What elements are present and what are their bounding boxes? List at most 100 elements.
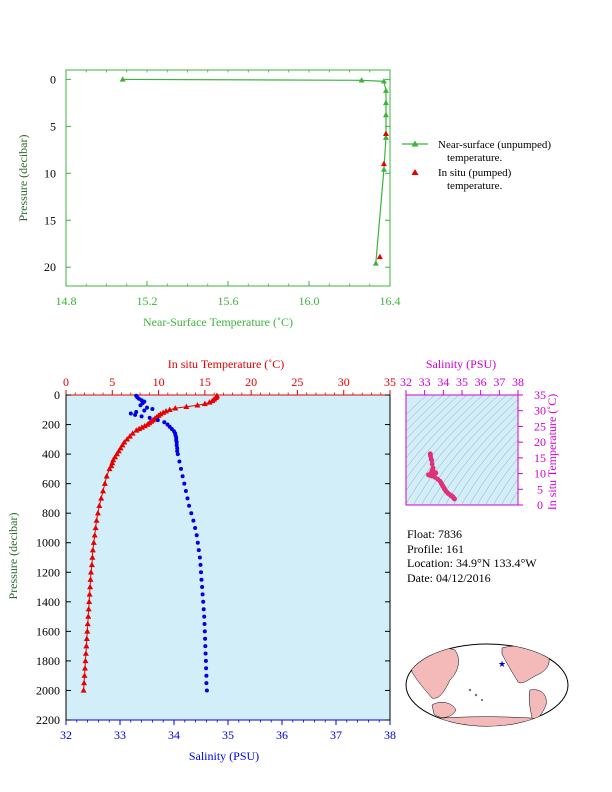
profile-salinity-point (196, 548, 201, 553)
near-surface-x-tick-label: 14.8 (56, 294, 77, 308)
ts-temperature-tick-label: 30 (534, 404, 546, 418)
profile-salinity-point (199, 577, 204, 582)
profile-temperature-tick-label: 30 (338, 375, 350, 389)
near-surface-y-ticks: 0 5 10 15 20 (44, 72, 390, 274)
ts-salinity-tick-label: 38 (512, 375, 524, 389)
legend-near-surface-line1: Near-surface (unpumped) (438, 139, 551, 151)
ts-density-contour (445, 414, 518, 505)
profile-temperature-ticks: 0 5 10 15 20 25 30 35 (63, 375, 396, 395)
profile-temperature-point (126, 433, 133, 439)
near-surface-temperature-point (380, 78, 387, 84)
profile-temperature-tick-label: 0 (63, 375, 69, 389)
ts-temperature-tick-label: 25 (534, 419, 546, 433)
ts-density-contour (406, 395, 484, 480)
profile-salinity-point (189, 511, 194, 516)
ts-density-contour (406, 395, 468, 459)
ts-density-contour (461, 430, 518, 505)
profile-temperature-tick-label: 35 (384, 375, 396, 389)
profile-pressure-tick-label: 1000 (36, 536, 60, 550)
near-surface-x-tick-label: 15.6 (218, 294, 239, 308)
profile-salinity-point (191, 518, 196, 523)
profile-salinity-point (204, 673, 209, 678)
near-surface-temperature-point (380, 166, 387, 172)
near-surface-x-ticks: 14.8 15.2 15.6 16.0 16.4 (56, 70, 401, 308)
profile-salinity-tick-label: 36 (276, 728, 288, 742)
profile-salinity-point (204, 681, 209, 686)
ts-point (452, 496, 457, 502)
near-surface-temperature-point (382, 87, 389, 93)
ts-temperature-tick-label: 20 (534, 435, 546, 449)
ts-density-contour (406, 395, 476, 469)
legend-marker-near-surface (411, 140, 419, 147)
in-situ-temperature-point (380, 160, 387, 167)
profile-temperature-point (106, 465, 113, 472)
profile-pressure-tick-label: 200 (42, 418, 60, 432)
profile-salinity-point (203, 636, 208, 641)
profile-temperature-point (90, 539, 97, 545)
profile-salinity-tick-label: 35 (222, 728, 234, 742)
profile-pressure-tick-label: 2200 (36, 713, 60, 727)
profile-salinity-point (133, 412, 138, 417)
profile-salinity-point (193, 526, 198, 530)
profile-temperature-point (166, 406, 173, 412)
profile-temperature-point (81, 672, 88, 678)
profile-salinity-point (204, 666, 209, 671)
profile-temperature-point (84, 620, 91, 627)
near-surface-temperature-point (372, 260, 379, 266)
profile-temperature-label: In situ Temperature (˚C) (168, 357, 285, 371)
ts-density-contour (413, 395, 508, 505)
profile-temperature-tick-label: 15 (199, 375, 211, 389)
profile-salinity-point (201, 607, 206, 612)
near-surface-y-tick-label: 0 (50, 72, 56, 86)
in-situ-temperature-point (382, 130, 389, 137)
profile-salinity-point (197, 555, 202, 560)
profile-temperature-point (201, 400, 208, 407)
near-surface-y-tick-label: 20 (44, 260, 56, 274)
profile-pressure-tick-label: 1400 (36, 595, 60, 609)
ts-salinity-tick-label: 35 (456, 375, 468, 389)
float-number: Float: 7836 (407, 527, 463, 541)
near-surface-temperature-point (358, 77, 365, 83)
profile-pressure-tick-label: 1600 (36, 624, 60, 638)
profile-pressure-label: Pressure (decibar) (6, 513, 20, 600)
profile-salinity-point (179, 466, 183, 471)
profile-temperature-point (88, 561, 95, 568)
profile-chart: 0 5 10 15 20 25 30 35 32 33 34 35 36 37 38 0 200 400 600… (6, 357, 396, 763)
profile-pressure-tick-label: 600 (42, 477, 60, 491)
ts-temperature-tick-label: 5 (537, 482, 543, 496)
ts-temperature-tick-label: 0 (537, 498, 543, 512)
profile-temperature-point (87, 583, 94, 590)
profile-temperature-point (89, 546, 96, 553)
profile-temperature-point (86, 598, 93, 605)
legend-marker-in-situ (411, 169, 419, 175)
profile-pressure-tick-label: 400 (42, 447, 60, 461)
profile-salinity-ticks: 32 33 34 35 36 37 38 (60, 720, 396, 742)
ts-point (429, 458, 435, 463)
profile-temperature-tick-label: 5 (109, 375, 115, 389)
profile-temperature-tick-label: 20 (245, 375, 257, 389)
ts-series (426, 451, 457, 502)
legend-near-surface-line2: temperature. (447, 152, 503, 164)
profile-temperature-point (133, 427, 140, 433)
profile-salinity-point (202, 629, 207, 634)
ts-density-contour (406, 395, 460, 449)
in-situ-temperature-point (376, 253, 383, 260)
profile-salinity-point (203, 651, 208, 656)
ts-salinity-tick-label: 33 (419, 375, 431, 389)
near-surface-y-tick-label: 15 (44, 213, 56, 227)
profile-temperature-point (93, 517, 100, 523)
profile-temperature-tick-label: 10 (153, 375, 165, 389)
profile-temperature-point (98, 495, 105, 501)
profile-salinity-point (145, 405, 149, 410)
ts-density-contour (406, 395, 444, 432)
profile-salinity-point (175, 446, 180, 451)
profile-temperature-point (85, 606, 92, 612)
profile-temperature-point (194, 402, 201, 408)
profile-temperature-point (103, 473, 110, 479)
profile-pressure-tick-label: 1800 (36, 654, 60, 668)
profile-salinity-point (142, 408, 147, 413)
ts-salinity-tick-label: 32 (400, 375, 412, 389)
profile-salinity-point (183, 489, 188, 493)
